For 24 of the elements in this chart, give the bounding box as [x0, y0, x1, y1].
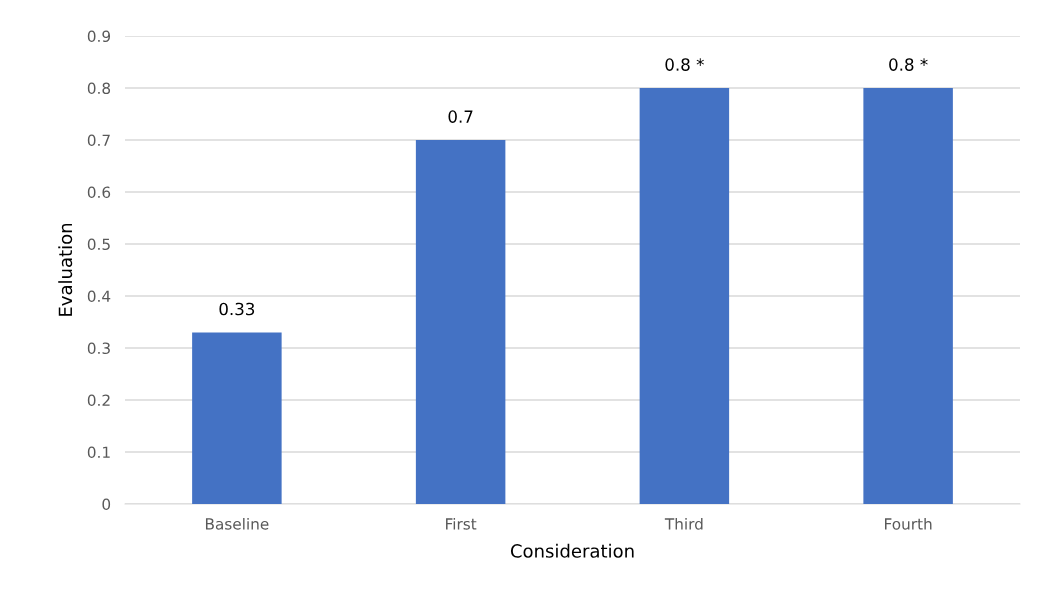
y-tick-label: 0 [102, 498, 111, 511]
bar [863, 88, 953, 504]
data-label: 0.7 [448, 110, 473, 123]
y-tick-label: 0.3 [87, 342, 110, 355]
y-tick-label: 0.4 [87, 290, 111, 303]
y-tick-label: 0.6 [87, 186, 111, 199]
y-tick-label: 0.7 [87, 134, 110, 147]
x-axis-title: Consideration [510, 543, 634, 558]
data-label: 0.33 [219, 302, 255, 316]
y-tick-label: 0.8 [87, 82, 111, 95]
y-tick-label: 0.5 [87, 238, 110, 251]
x-tick-label: Fourth [885, 517, 932, 530]
y-tick-label: 0.2 [87, 394, 110, 407]
x-tick-label: First [446, 517, 477, 530]
bar [639, 88, 730, 504]
bar [415, 140, 506, 504]
x-tick-label: Baseline [205, 517, 269, 530]
data-label: 0.8 * [665, 58, 704, 71]
y-tick-label: 0.1 [87, 446, 110, 459]
y-axis-title: Evaluation [58, 223, 73, 316]
x-tick-label: Third [664, 517, 703, 530]
bar [192, 332, 282, 504]
data-label: 0.8 * [889, 58, 928, 71]
y-tick-label: 0.9 [87, 30, 111, 43]
